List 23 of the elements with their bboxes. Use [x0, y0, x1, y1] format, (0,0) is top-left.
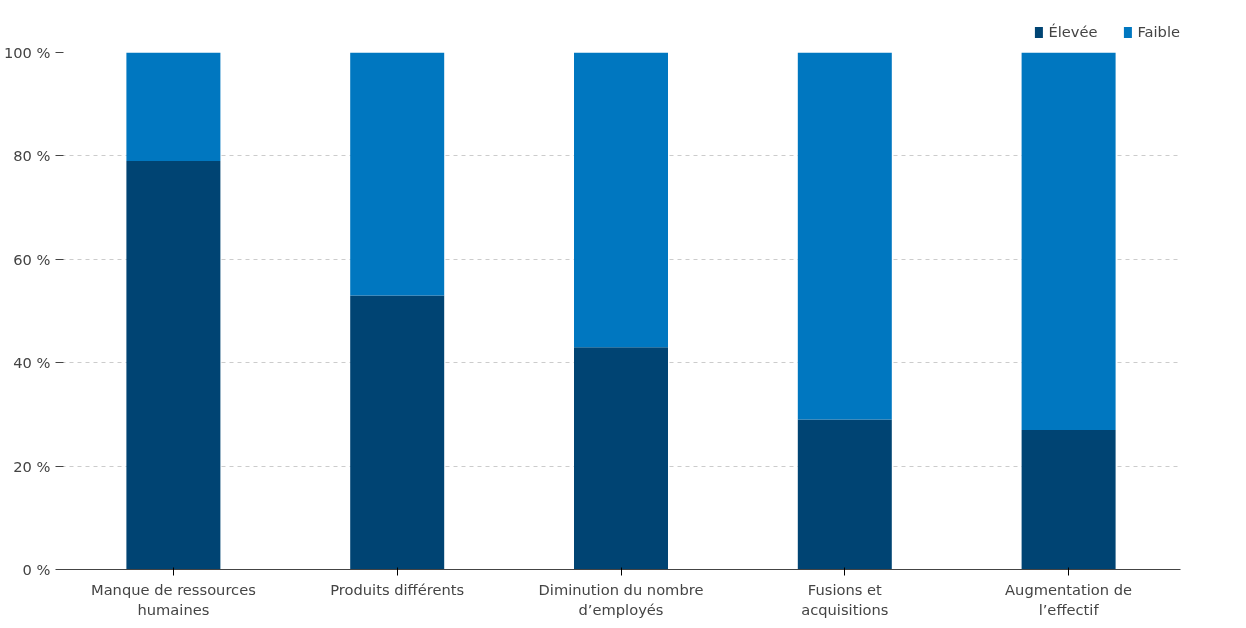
- legend-label: Élevée: [1048, 23, 1098, 40]
- y-tick-label: 20 %: [13, 457, 51, 475]
- x-tick-label: Produits différents: [330, 580, 465, 598]
- x-tick-label: Fusions et acquisitions: [801, 580, 889, 618]
- x-tick-label: Diminution du nombre d’employés: [538, 580, 704, 618]
- bar: [1021, 429, 1116, 570]
- x-tick-label: Augmentation de l’effectif: [1005, 580, 1133, 618]
- bar: [126, 52, 221, 162]
- bar: [574, 347, 668, 570]
- y-tick-label: 0 %: [22, 561, 51, 578]
- bar: [126, 161, 221, 570]
- bar: [797, 52, 892, 420]
- legend-label: Faible: [1137, 23, 1180, 40]
- y-tick-label: 40 %: [13, 354, 51, 372]
- bar: [350, 52, 445, 296]
- bar: [350, 295, 445, 570]
- y-tick-label: 100 %: [3, 44, 51, 61]
- y-tick-label: 80 %: [13, 147, 51, 165]
- y-tick-label: 60 %: [13, 250, 51, 268]
- bar: [574, 52, 668, 348]
- bar: [797, 419, 892, 570]
- bar: [1021, 52, 1116, 430]
- x-tick-label: Manque de ressources humaines: [90, 580, 256, 618]
